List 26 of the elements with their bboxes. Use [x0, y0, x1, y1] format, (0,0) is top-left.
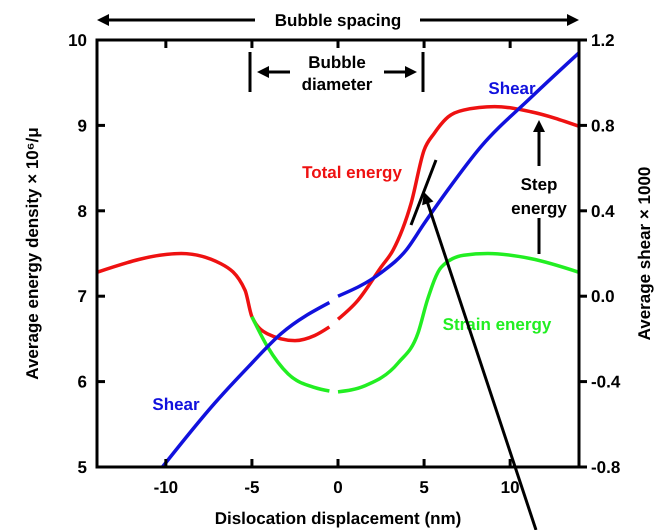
y2-tick-label: 0.4: [591, 202, 616, 221]
y2-tick-label: -0.8: [591, 458, 620, 477]
x-tick-label: 5: [419, 478, 429, 497]
x-tick-label: 0: [333, 478, 343, 497]
y2-tick-label: -0.4: [591, 372, 621, 392]
y-tick-label: 6: [78, 372, 87, 392]
x-tick-label: -5: [244, 478, 260, 497]
series-label: Total energy: [302, 163, 402, 182]
y2-tick-label: 0.0: [591, 287, 615, 306]
annotation: Step energy: [511, 175, 568, 218]
y-tick-label: 7: [78, 287, 87, 306]
text: Shear: [152, 395, 200, 414]
y-tick-label: 10: [68, 31, 87, 50]
annotation: Bubble diameter: [302, 53, 373, 94]
series-label: Shear: [488, 79, 536, 98]
y-tick-label: 5: [78, 458, 87, 477]
y2-axis-title: Average shear × 1000: [635, 166, 654, 340]
y2-tick-label: 0.8: [591, 116, 615, 136]
text: Bubble spacing: [274, 11, 402, 30]
x-tick-label: 10: [500, 478, 520, 497]
y-axis-title: Average energy density × 10⁶/μ: [23, 127, 42, 380]
x-tick-label: -10: [154, 478, 178, 497]
y2-tick-label: 1.2: [591, 31, 615, 50]
x-axis-title: Dislocation displacement (nm): [214, 509, 462, 528]
y-tick-label: 8: [78, 202, 87, 221]
y-tick-label: 9: [78, 116, 87, 136]
